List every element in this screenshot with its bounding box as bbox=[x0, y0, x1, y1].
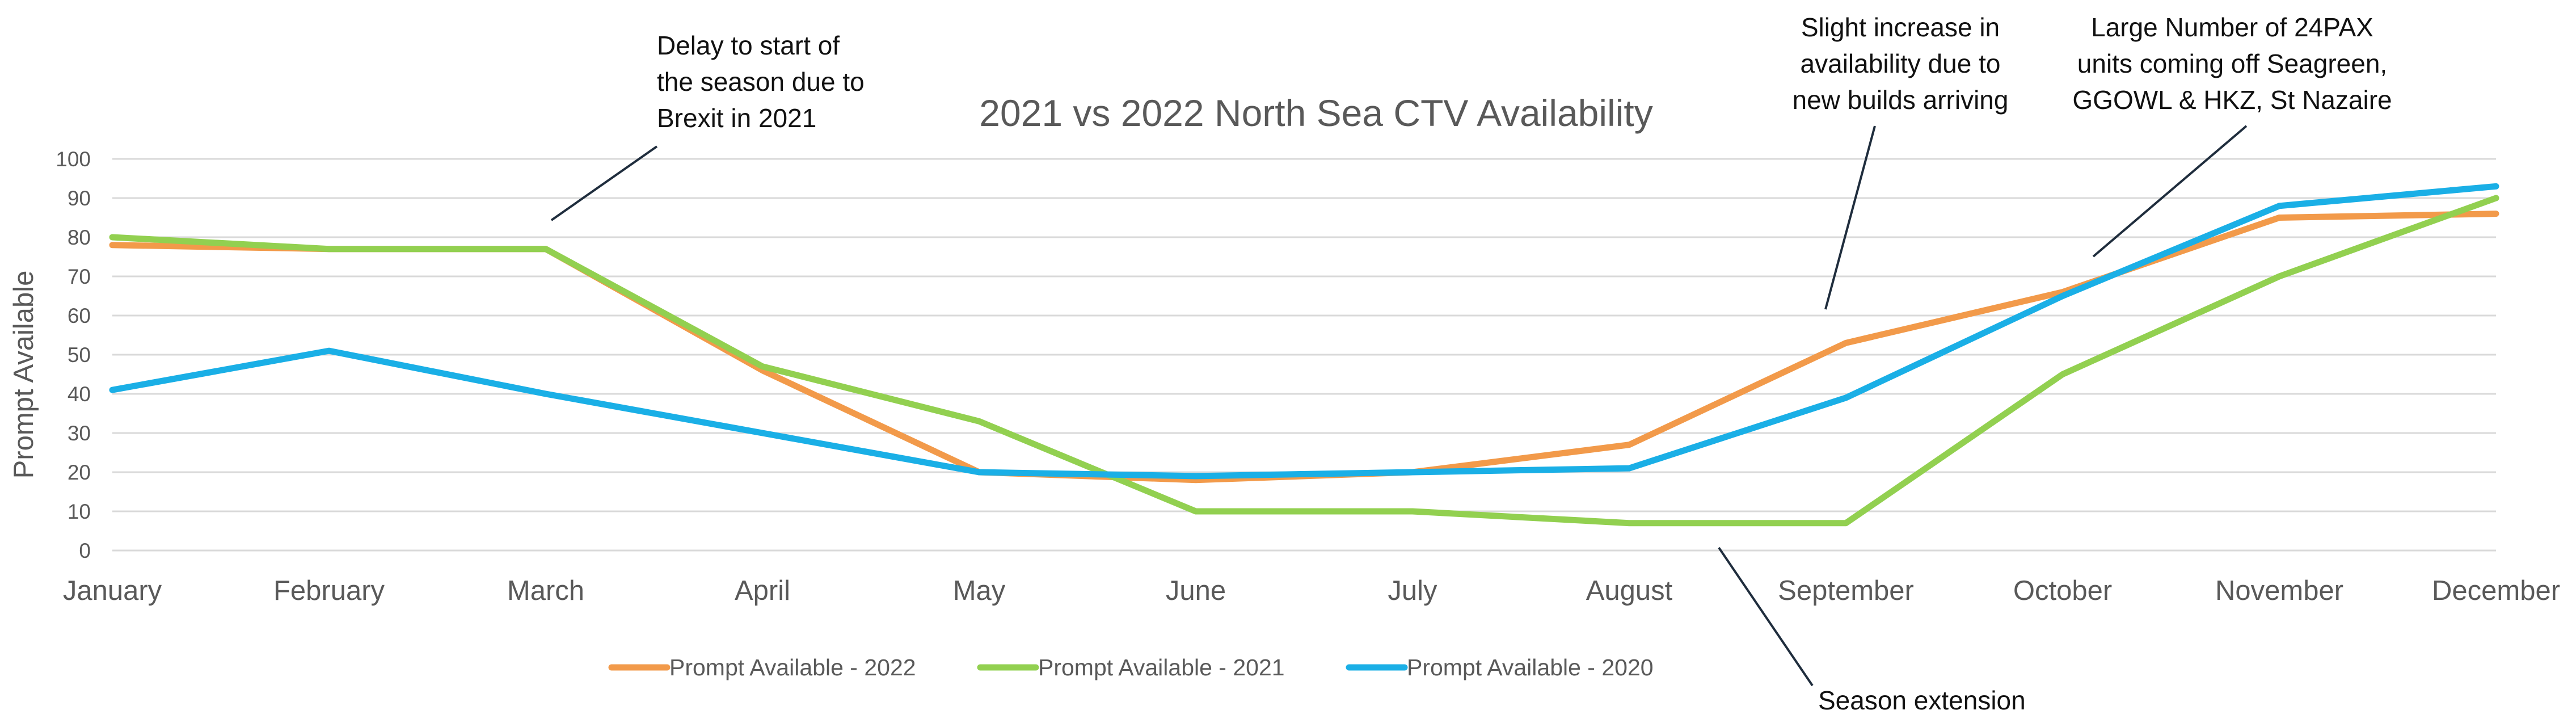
x-tick-label: March bbox=[507, 575, 584, 606]
annotation-text: availability due to bbox=[1801, 49, 2001, 78]
x-tick-label: September bbox=[1778, 575, 1914, 606]
y-tick-label: 60 bbox=[68, 304, 91, 327]
legend-label: Prompt Available - 2020 bbox=[1407, 654, 1654, 680]
legend-label: Prompt Available - 2022 bbox=[669, 654, 916, 680]
annotation-text: Slight increase in bbox=[1801, 12, 2000, 42]
x-tick-label: August bbox=[1586, 575, 1673, 606]
x-tick-label: May bbox=[953, 575, 1006, 606]
series-lines bbox=[109, 183, 2499, 527]
annotation-leader-line bbox=[1718, 547, 1814, 687]
x-tick-label: October bbox=[2013, 575, 2112, 606]
y-tick-label: 20 bbox=[68, 461, 91, 484]
y-tick-label: 100 bbox=[56, 148, 91, 171]
y-axis-ticks: 0 10 20 30 40 50 60 70 80 90 100 bbox=[56, 148, 91, 562]
annotations: Delay to start of the season due to Brexit… bbox=[550, 12, 2392, 715]
series-line-2 bbox=[109, 183, 2499, 480]
y-tick-label: 40 bbox=[68, 383, 91, 406]
x-tick-label: February bbox=[273, 575, 385, 606]
x-tick-label: December bbox=[2432, 575, 2560, 606]
y-tick-label: 10 bbox=[68, 500, 91, 523]
annotation-text: Large Number of 24PAX bbox=[2091, 12, 2373, 42]
annotation-text: Delay to start of bbox=[657, 31, 840, 60]
y-tick-label: 0 bbox=[79, 539, 91, 562]
chart-title: 2021 vs 2022 North Sea CTV Availability bbox=[979, 92, 1652, 134]
x-tick-label: November bbox=[2215, 575, 2343, 606]
x-tick-label: June bbox=[1166, 575, 1226, 606]
annotation-text: new builds arriving bbox=[1793, 85, 2009, 115]
x-tick-label: April bbox=[735, 575, 790, 606]
y-tick-label: 90 bbox=[68, 187, 91, 210]
legend: Prompt Available - 2022 Prompt Available … bbox=[608, 654, 1654, 680]
annotation-text: Season extension bbox=[1818, 686, 2026, 715]
y-tick-label: 80 bbox=[68, 226, 91, 249]
y-tick-label: 30 bbox=[68, 422, 91, 445]
annotation-text: units coming off Seagreen, bbox=[2077, 49, 2387, 78]
gridlines bbox=[112, 158, 2496, 552]
y-axis-label: Prompt Available bbox=[9, 271, 39, 479]
x-tick-label: January bbox=[63, 575, 162, 606]
annotation-leader-line bbox=[2092, 125, 2248, 258]
annotation-leader-line bbox=[550, 145, 658, 221]
x-tick-label: July bbox=[1388, 575, 1437, 606]
legend-label: Prompt Available - 2021 bbox=[1038, 654, 1285, 680]
x-axis-ticks: January February March April May June July Augu… bbox=[63, 575, 2560, 606]
y-tick-label: 50 bbox=[68, 343, 91, 367]
annotation-leader-line bbox=[1824, 125, 1876, 310]
series-line-0 bbox=[109, 211, 2499, 484]
annotation-text: the season due to bbox=[657, 67, 865, 96]
y-tick-label: 70 bbox=[68, 265, 91, 288]
annotation-text: Brexit in 2021 bbox=[657, 103, 816, 133]
series-line-1 bbox=[109, 195, 2499, 527]
annotation-text: GGOWL & HKZ, St Nazaire bbox=[2072, 85, 2392, 115]
